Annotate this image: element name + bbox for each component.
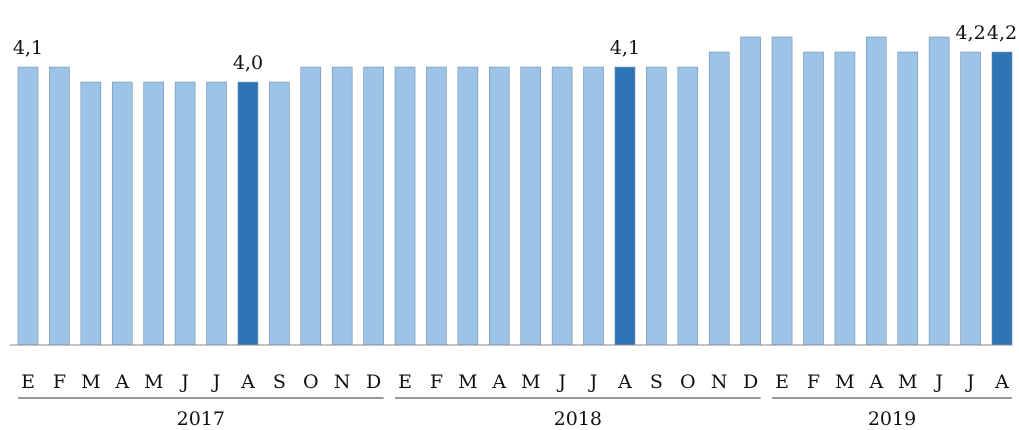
bar bbox=[803, 51, 824, 346]
x-tick-label: E bbox=[398, 371, 412, 393]
bar bbox=[174, 81, 196, 346]
bar bbox=[551, 66, 573, 346]
x-tick-label: J bbox=[179, 371, 189, 393]
x-tick-label: A bbox=[240, 371, 255, 393]
x-tick-label: N bbox=[711, 371, 728, 393]
x-tick-label: M bbox=[81, 371, 100, 393]
bar bbox=[363, 66, 384, 346]
bar bbox=[708, 51, 730, 346]
x-tick-label: F bbox=[430, 371, 443, 393]
x-tick-label: N bbox=[334, 371, 351, 393]
x-tick-label: M bbox=[898, 371, 917, 393]
x-tick-label: A bbox=[994, 371, 1009, 393]
data-label: 4,1 bbox=[13, 37, 43, 59]
bar bbox=[488, 66, 510, 346]
bar bbox=[394, 66, 416, 346]
bar bbox=[834, 51, 856, 346]
bar bbox=[331, 66, 353, 346]
bar bbox=[17, 66, 39, 346]
x-tick-label: M bbox=[835, 371, 854, 393]
bar bbox=[677, 66, 699, 346]
data-label: 4,1 bbox=[610, 37, 640, 59]
bar bbox=[928, 36, 950, 346]
x-tick-label: F bbox=[53, 371, 66, 393]
group-label: 2017 bbox=[177, 408, 225, 430]
bar bbox=[960, 51, 981, 346]
data-label: 4,0 bbox=[233, 52, 263, 74]
x-tick-label: J bbox=[933, 371, 943, 393]
bar bbox=[740, 36, 761, 346]
x-tick-label: E bbox=[775, 371, 789, 393]
bar bbox=[520, 66, 542, 346]
bar bbox=[646, 66, 667, 346]
bar bbox=[49, 66, 70, 346]
x-tick-label: M bbox=[144, 371, 163, 393]
x-tick-label: S bbox=[273, 371, 286, 393]
x-tick-label: J bbox=[211, 371, 221, 393]
data-label: 4,2 bbox=[955, 22, 985, 44]
x-tick-label: O bbox=[680, 371, 696, 393]
bar bbox=[426, 66, 447, 346]
bar bbox=[614, 66, 636, 346]
bar bbox=[111, 81, 133, 346]
bar bbox=[269, 81, 290, 346]
bar bbox=[897, 51, 919, 346]
x-tick-label: D bbox=[366, 371, 381, 393]
x-tick-label: F bbox=[807, 371, 820, 393]
x-tick-label: M bbox=[521, 371, 540, 393]
bar bbox=[991, 51, 1013, 346]
bar bbox=[80, 81, 102, 346]
data-label: 4,2 bbox=[987, 22, 1017, 44]
x-tick-label: S bbox=[650, 371, 663, 393]
bar bbox=[583, 66, 604, 346]
group-label: 2018 bbox=[554, 408, 602, 430]
x-tick-label: J bbox=[965, 371, 975, 393]
bar bbox=[457, 66, 479, 346]
bar bbox=[300, 66, 322, 346]
bar bbox=[206, 81, 227, 346]
x-tick-label: A bbox=[868, 371, 883, 393]
bar bbox=[237, 81, 259, 346]
x-tick-label: A bbox=[491, 371, 506, 393]
bar bbox=[771, 36, 793, 346]
x-tick-label: A bbox=[617, 371, 632, 393]
x-tick-label: O bbox=[303, 371, 319, 393]
x-tick-label: E bbox=[21, 371, 35, 393]
bar bbox=[143, 81, 164, 346]
x-tick-label: A bbox=[114, 371, 129, 393]
group-label: 2019 bbox=[868, 408, 916, 430]
bar bbox=[866, 36, 887, 346]
x-tick-label: D bbox=[743, 371, 758, 393]
x-tick-label: J bbox=[556, 371, 566, 393]
x-tick-label: M bbox=[458, 371, 477, 393]
x-tick-label: J bbox=[588, 371, 598, 393]
